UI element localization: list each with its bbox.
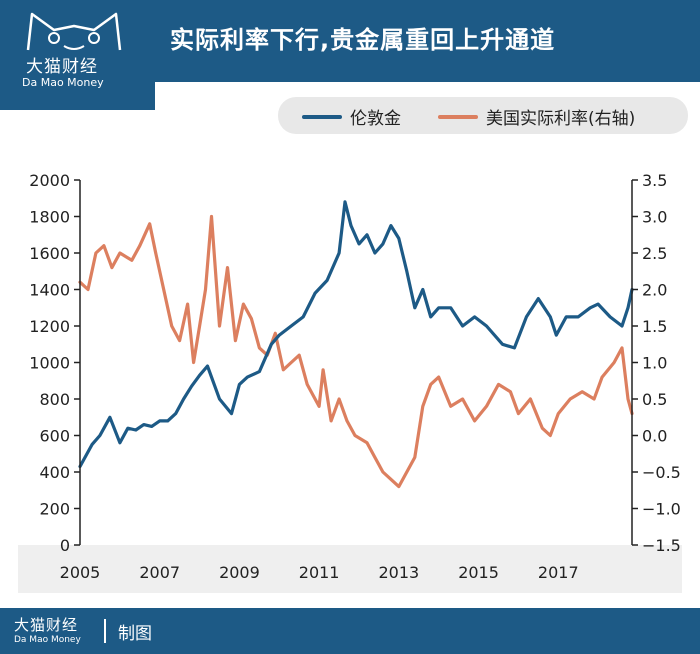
right-tick-label: 1.0 [642, 354, 667, 373]
right-tick-label: 3.0 [642, 208, 667, 227]
x-tick-label: 2005 [60, 563, 101, 582]
right-tick-label: −1.0 [642, 500, 681, 519]
footer-brand-en: Da Mao Money [14, 635, 81, 645]
right-tick-label: 0.0 [642, 427, 667, 446]
right-tick-label: 0.5 [642, 390, 667, 409]
gold-price-line [78, 200, 634, 469]
left-tick-label: 1800 [29, 208, 70, 227]
left-tick-label: 1200 [29, 317, 70, 336]
x-tick-label: 2011 [299, 563, 340, 582]
footer-bar: 大猫财经 Da Mao Money 制图 [0, 608, 700, 654]
chart-title: 实际利率下行,贵金属重回上升通道 [170, 26, 556, 54]
legend-gold-label: 伦敦金 [350, 109, 401, 129]
left-tick-label: 400 [39, 463, 70, 482]
x-tick-label: 2017 [538, 563, 579, 582]
real-rate-line [78, 214, 634, 489]
logo: 大猫财经 Da Mao Money [10, 6, 150, 106]
x-tick-label: 2013 [378, 563, 419, 582]
left-tick-label: 2000 [29, 171, 70, 190]
right-tick-label: 3.5 [642, 171, 667, 190]
x-tick-label: 2009 [219, 563, 260, 582]
left-tick-label: 600 [39, 427, 70, 446]
x-tick-label: 2015 [458, 563, 499, 582]
right-tick-label: −0.5 [642, 463, 681, 482]
right-tick-label: 2.5 [642, 244, 667, 263]
legend-rate-label: 美国实际利率(右轴) [486, 109, 636, 129]
footer-divider [104, 619, 106, 643]
right-tick-label: −1.5 [642, 536, 681, 555]
brand-name-cn: 大猫财经 [26, 57, 98, 77]
left-tick-label: 1600 [29, 244, 70, 263]
legend-gold-swatch [302, 115, 342, 119]
right-tick-label: 2.0 [642, 281, 667, 300]
footer-brand-cn: 大猫财经 [14, 616, 79, 634]
x-tick-label: 2007 [139, 563, 180, 582]
left-tick-label: 0 [60, 536, 70, 555]
axis-band [18, 545, 682, 593]
legend: 伦敦金 美国实际利率(右轴) [278, 97, 688, 134]
legend-rate-swatch [438, 115, 478, 119]
left-tick-label: 200 [39, 500, 70, 519]
cat-logo-icon [26, 12, 122, 51]
left-tick-label: 800 [39, 390, 70, 409]
left-tick-label: 1400 [29, 281, 70, 300]
left-tick-label: 1000 [29, 354, 70, 373]
footer-label: 制图 [118, 624, 152, 644]
header-tab [0, 82, 155, 110]
right-tick-label: 1.5 [642, 317, 667, 336]
line-chart: 20001800160014001200100080060040020003.5… [29, 171, 681, 582]
brand-name-en: Da Mao Money [22, 76, 104, 89]
